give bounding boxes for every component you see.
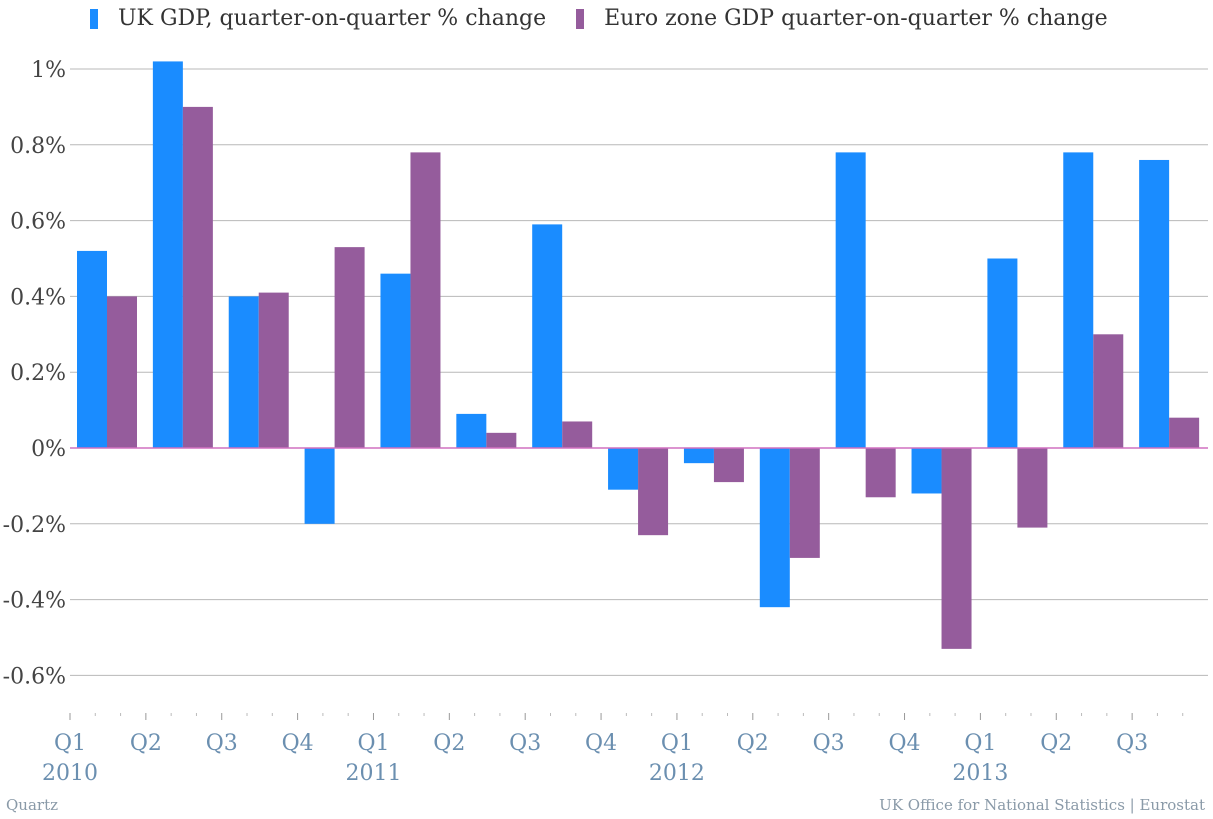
- x-tick-label: Q1: [964, 731, 996, 756]
- x-tick-label: Q4: [585, 731, 617, 756]
- legend-label-eurozone: Euro zone GDP quarter-on-quarter % chang…: [604, 6, 1108, 31]
- bar-eurozone: [562, 421, 593, 448]
- x-year-label: 2011: [345, 761, 401, 786]
- y-tick-label: 0.2%: [10, 361, 66, 386]
- legend: UK GDP, quarter-on-quarter % change Euro…: [90, 6, 1138, 31]
- bar-uk: [77, 250, 107, 448]
- x-tick-label: Q2: [737, 731, 769, 756]
- bar-eurozone: [1169, 417, 1200, 448]
- x-tick-label: Q1: [661, 731, 693, 756]
- y-tick-label: -0.6%: [3, 664, 66, 689]
- footer-credit: Quartz: [6, 796, 59, 814]
- bar-eurozone: [410, 152, 441, 448]
- bar-uk: [1139, 159, 1170, 448]
- bar-uk: [152, 61, 183, 449]
- bar-uk: [304, 448, 335, 524]
- x-year-label: 2012: [649, 761, 705, 786]
- x-tick-label: Q1: [357, 731, 389, 756]
- y-tick-label: 0.4%: [10, 285, 66, 310]
- y-tick-label: 0.8%: [10, 134, 66, 159]
- x-year-label: 2010: [42, 761, 98, 786]
- x-tick-label: Q1: [54, 731, 86, 756]
- bar-uk: [683, 448, 714, 464]
- legend-swatch-eurozone: [576, 8, 585, 29]
- legend-swatch-uk: [90, 8, 98, 29]
- bar-eurozone: [258, 292, 289, 448]
- bar-eurozone: [1093, 334, 1124, 448]
- x-year-label: 2013: [952, 761, 1008, 786]
- bar-eurozone: [486, 432, 517, 448]
- legend-label-uk: UK GDP, quarter-on-quarter % change: [118, 6, 547, 31]
- bar-eurozone: [713, 448, 744, 483]
- bar-uk: [532, 224, 563, 448]
- footer-source: UK Office for National Statistics | Euro…: [879, 796, 1205, 814]
- y-tick-label: 0.6%: [10, 210, 66, 235]
- bar-uk: [1063, 152, 1094, 448]
- x-tick-label: Q4: [282, 731, 314, 756]
- legend-item-uk: UK GDP, quarter-on-quarter % change: [90, 6, 546, 31]
- x-tick-label: Q2: [1040, 731, 1072, 756]
- x-tick-label: Q3: [206, 731, 238, 756]
- bar-eurozone: [1017, 448, 1048, 528]
- bar-eurozone: [107, 296, 137, 448]
- bar-uk: [759, 448, 790, 608]
- y-tick-label: 1%: [31, 58, 66, 83]
- bar-eurozone: [941, 448, 972, 649]
- x-tick-label: Q2: [130, 731, 162, 756]
- y-tick-label: 0%: [31, 437, 66, 462]
- y-tick-label: -0.4%: [3, 589, 66, 614]
- bar-uk: [608, 448, 639, 490]
- bar-uk: [228, 296, 259, 448]
- bar-uk: [380, 273, 411, 448]
- bar-uk: [987, 258, 1018, 448]
- bar-uk: [835, 152, 866, 448]
- bar-eurozone: [334, 247, 365, 448]
- bar-eurozone: [789, 448, 820, 558]
- x-tick-label: Q3: [1116, 731, 1148, 756]
- x-tick-label: Q3: [509, 731, 541, 756]
- bar-eurozone: [182, 106, 213, 449]
- bar-eurozone: [638, 448, 669, 536]
- x-tick-label: Q2: [433, 731, 465, 756]
- legend-item-eurozone: Euro zone GDP quarter-on-quarter % chang…: [576, 6, 1108, 31]
- x-tick-label: Q4: [889, 731, 921, 756]
- y-tick-label: -0.2%: [3, 513, 66, 538]
- bar-eurozone: [865, 448, 896, 498]
- x-tick-label: Q3: [813, 731, 845, 756]
- bar-uk: [911, 448, 942, 494]
- bar-uk: [456, 413, 487, 448]
